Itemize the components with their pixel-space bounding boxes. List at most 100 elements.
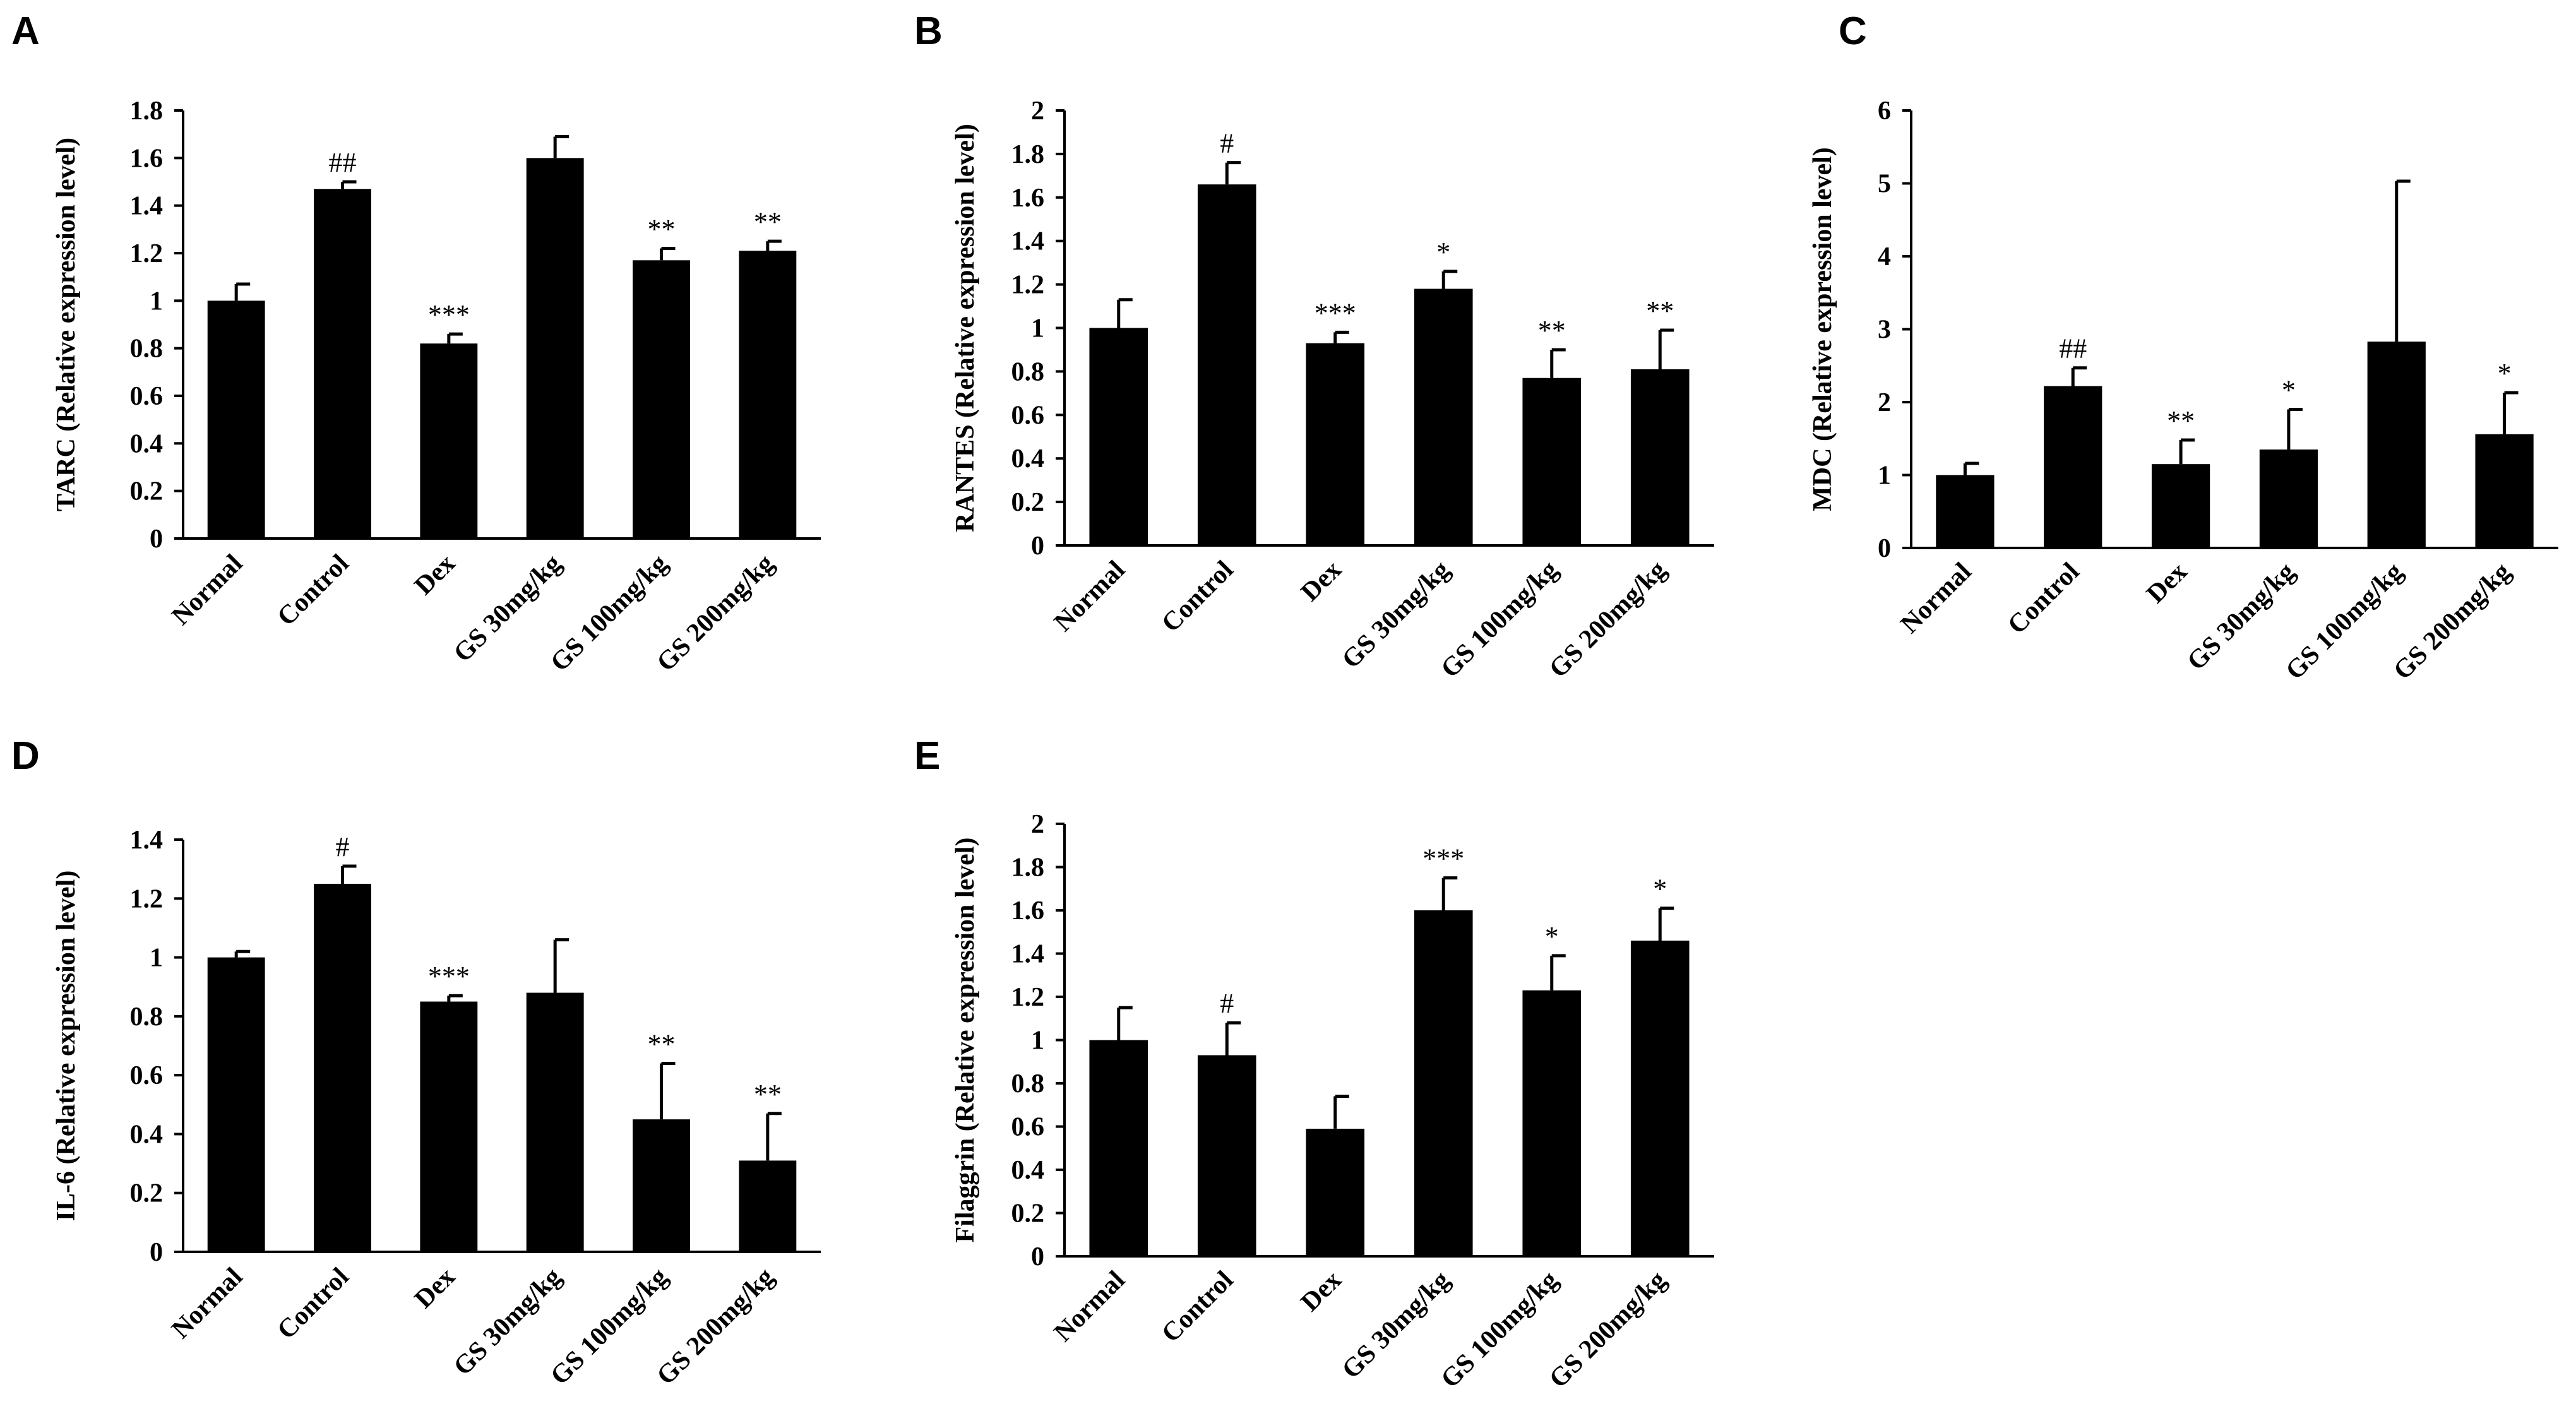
y-tick-label: 1.6: [130, 144, 164, 173]
bar-1: [1936, 475, 1995, 548]
bar-3: [1306, 343, 1365, 545]
category-label: Dex: [2141, 557, 2193, 609]
y-tick-label: 3: [1878, 316, 1891, 345]
y-tick-label: 0: [150, 525, 163, 554]
significance-label: **: [2167, 405, 2195, 436]
significance-label: #: [336, 831, 350, 862]
bar-5: [1522, 378, 1582, 545]
y-tick-label: 1.4: [1011, 940, 1045, 969]
y-tick-label: 5: [1878, 170, 1891, 199]
significance-label: *: [2282, 375, 2296, 406]
panel-letter: C: [1839, 9, 1867, 53]
bar-3: [420, 343, 478, 538]
significance-label: **: [648, 1028, 676, 1059]
chart-panel-d: D 0 0.2 0.4 0.6 0.8 1 1.2 1.4 IL-6 (Relative expr…: [11, 734, 821, 1391]
category-label: GS 200mg/kg: [2388, 557, 2516, 686]
bar-2: [314, 883, 371, 1252]
y-axis-title: RANTES (Relative expression level): [951, 124, 980, 532]
y-tick-label: 1.2: [1011, 983, 1045, 1012]
category-label: GS 200mg/kg: [1544, 1266, 1672, 1394]
bar-6: [1630, 369, 1690, 545]
panel-letter: D: [11, 734, 40, 778]
bar-3: [1306, 1128, 1365, 1256]
bar-2: [1197, 1055, 1256, 1256]
panel-letter: A: [11, 9, 40, 53]
bar-6: [1630, 940, 1690, 1256]
significance-label: #: [1220, 128, 1234, 159]
significance-label: *: [1653, 874, 1667, 905]
y-tick-label: 1.2: [130, 884, 164, 913]
y-tick-label: 4: [1878, 242, 1891, 271]
significance-label: ***: [428, 299, 470, 330]
category-label: GS 200mg/kg: [1544, 556, 1672, 684]
category-label: Normal: [166, 549, 248, 631]
category-label: Dex: [1296, 556, 1347, 607]
y-tick-label: 0.8: [130, 1003, 164, 1032]
significance-label: *: [1436, 237, 1450, 268]
category-label: Control: [272, 549, 355, 632]
category-label: GS 30mg/kg: [2182, 557, 2301, 676]
significance-label: ##: [329, 147, 357, 178]
y-tick-label: 1: [1031, 1026, 1044, 1056]
category-label: Control: [272, 1263, 355, 1345]
bar-3: [2151, 464, 2210, 548]
significance-label: **: [754, 1079, 782, 1110]
y-tick-label: 0.4: [1011, 444, 1045, 473]
bar-2: [2044, 386, 2102, 548]
chart-panel-e: E 0 0.2 0.4 0.6 0.8 1 1.2 1.4 1.6 1.8 2 Filaggrin (R…: [914, 734, 1714, 1394]
y-tick-label: 0: [150, 1238, 163, 1267]
y-axis-title: Filaggrin (Relative expression level): [951, 838, 980, 1243]
bar-2: [1197, 184, 1256, 545]
significance-label: **: [1646, 295, 1674, 326]
category-label: Control: [1156, 1266, 1239, 1348]
category-label: Control: [2002, 557, 2085, 640]
category-label: Dex: [409, 549, 461, 601]
y-tick-label: 0.2: [130, 477, 164, 506]
y-axis-title: IL-6 (Relative expression level): [52, 871, 81, 1222]
bar-4: [1414, 910, 1473, 1256]
y-tick-label: 0.8: [1011, 1069, 1045, 1098]
bar-5: [2367, 342, 2426, 548]
category-label: GS 30mg/kg: [1337, 556, 1455, 674]
bar-5: [633, 260, 690, 538]
chart-panel-b: B 0 0.2 0.4 0.6 0.8 1 1.2 1.4 1.6 1.8 2 RANTES (Rela…: [914, 9, 1714, 684]
y-tick-label: 2: [1031, 97, 1044, 126]
y-tick-label: 1: [1878, 461, 1891, 491]
category-label: Normal: [1049, 556, 1131, 638]
bar-6: [739, 251, 797, 538]
category-label: GS 30mg/kg: [1337, 1266, 1455, 1384]
y-tick-label: 1.4: [130, 192, 164, 221]
bar-6: [739, 1160, 797, 1252]
y-tick-label: 1: [1031, 314, 1044, 343]
y-tick-label: 0.8: [130, 335, 164, 364]
y-tick-label: 0.2: [130, 1179, 164, 1208]
chart-panel-c: C 0 1 2 3 4 5 6 MDC (Relative expression level) N…: [1808, 9, 2558, 686]
category-label: Control: [1156, 556, 1239, 638]
y-tick-label: 1.8: [130, 97, 164, 126]
chart-panel-a: A 0 0.2 0.4 0.6 0.8 1 1.2 1.4 1.6 1.8 TARC (Relativ…: [11, 9, 821, 677]
y-tick-label: 1: [150, 944, 163, 973]
category-label: Dex: [409, 1263, 461, 1314]
bar-4: [2259, 449, 2318, 548]
bar-2: [314, 189, 371, 538]
bar-3: [420, 1001, 478, 1252]
category-label: Normal: [1895, 557, 1977, 640]
bar-5: [1522, 990, 1582, 1256]
significance-label: **: [648, 213, 676, 244]
y-tick-label: 0: [1031, 532, 1044, 561]
y-axis-title: TARC (Relative expression level): [52, 138, 81, 511]
panel-letter: E: [914, 734, 940, 778]
bar-1: [1089, 328, 1148, 545]
significance-label: **: [1538, 315, 1566, 346]
y-tick-label: 0.4: [1011, 1156, 1045, 1185]
bar-5: [633, 1119, 690, 1252]
bar-1: [207, 957, 265, 1252]
significance-label: ***: [428, 961, 470, 992]
y-tick-label: 1: [150, 287, 163, 316]
y-tick-label: 2: [1031, 810, 1044, 839]
significance-label: ***: [1315, 297, 1356, 328]
y-tick-label: 1.8: [1011, 854, 1045, 883]
bar-6: [2475, 434, 2534, 548]
y-tick-label: 0.4: [130, 1120, 164, 1149]
significance-label: #: [1220, 988, 1234, 1019]
